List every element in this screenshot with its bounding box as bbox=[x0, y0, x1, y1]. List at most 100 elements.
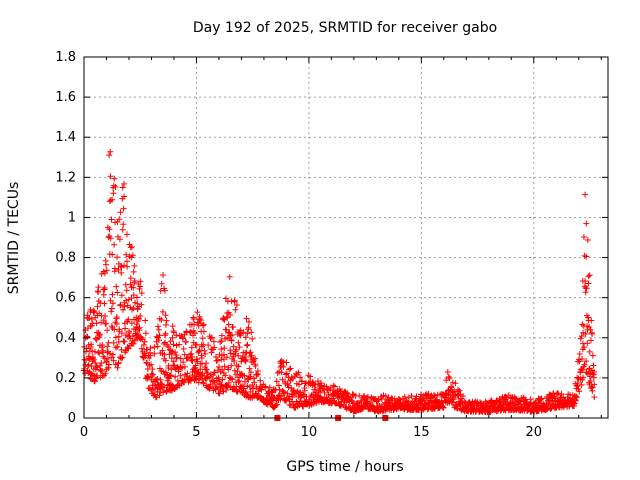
data-point bbox=[241, 357, 248, 364]
data-point bbox=[250, 375, 257, 382]
data-point bbox=[572, 397, 579, 404]
data-point bbox=[276, 392, 283, 399]
data-point bbox=[125, 345, 132, 352]
data-point bbox=[90, 356, 97, 363]
data-point bbox=[92, 348, 99, 355]
data-point bbox=[124, 258, 130, 265]
data-point bbox=[128, 320, 135, 327]
data-point bbox=[357, 397, 364, 404]
data-point bbox=[151, 350, 158, 357]
data-point bbox=[281, 389, 288, 396]
data-point bbox=[180, 345, 187, 352]
data-point bbox=[589, 352, 596, 359]
data-point bbox=[230, 343, 237, 350]
data-point bbox=[104, 355, 111, 362]
data-point bbox=[141, 338, 148, 345]
plot-border bbox=[83, 56, 609, 419]
data-point bbox=[170, 358, 177, 365]
data-point bbox=[229, 376, 236, 383]
data-point bbox=[202, 350, 209, 357]
data-point bbox=[579, 366, 586, 373]
data-point bbox=[101, 285, 108, 292]
data-point bbox=[173, 352, 180, 359]
data-point bbox=[91, 308, 98, 315]
data-point bbox=[119, 226, 126, 233]
data-point bbox=[112, 334, 119, 341]
data-point bbox=[274, 370, 281, 377]
data-point bbox=[591, 369, 598, 376]
data-point bbox=[348, 394, 355, 401]
data-point bbox=[120, 338, 127, 345]
data-point bbox=[117, 301, 124, 308]
data-point bbox=[133, 294, 140, 301]
data-point bbox=[591, 394, 598, 401]
data-point bbox=[211, 369, 218, 376]
data-point bbox=[229, 331, 236, 338]
data-point bbox=[440, 404, 447, 411]
data-point bbox=[107, 235, 114, 242]
data-point bbox=[97, 300, 104, 307]
data-point bbox=[445, 373, 452, 380]
data-point bbox=[585, 280, 592, 287]
data-point bbox=[199, 335, 206, 342]
data-point bbox=[94, 288, 101, 295]
data-point bbox=[589, 387, 596, 394]
data-point bbox=[170, 341, 177, 348]
data-point bbox=[586, 272, 593, 279]
x-tick-label: 20 bbox=[526, 425, 543, 440]
data-point bbox=[131, 277, 138, 284]
data-point bbox=[165, 365, 172, 372]
data-point bbox=[167, 372, 174, 379]
data-point bbox=[245, 324, 252, 331]
data-point bbox=[119, 354, 126, 361]
data-point bbox=[113, 315, 120, 322]
data-point bbox=[92, 359, 99, 366]
data-point bbox=[169, 323, 176, 330]
data-point bbox=[203, 375, 210, 382]
data-point bbox=[196, 316, 203, 323]
data-point bbox=[110, 357, 117, 364]
data-point bbox=[116, 326, 123, 333]
data-point bbox=[127, 281, 134, 288]
data-point bbox=[225, 366, 232, 373]
data-point bbox=[275, 382, 282, 389]
data-point bbox=[255, 370, 262, 377]
data-point bbox=[97, 362, 104, 369]
data-point bbox=[162, 357, 169, 364]
data-point bbox=[582, 289, 589, 296]
data-point bbox=[90, 309, 97, 316]
data-point bbox=[189, 357, 196, 364]
data-point bbox=[84, 333, 91, 340]
data-point bbox=[203, 360, 210, 367]
data-point bbox=[583, 220, 590, 227]
data-point bbox=[230, 323, 237, 330]
data-point bbox=[225, 379, 232, 386]
data-point bbox=[211, 344, 218, 351]
data-point bbox=[581, 344, 588, 351]
data-point bbox=[233, 301, 240, 308]
data-point bbox=[228, 298, 235, 305]
data-point bbox=[245, 318, 252, 325]
data-point bbox=[227, 375, 234, 382]
data-point bbox=[200, 321, 207, 328]
data-point bbox=[168, 372, 175, 379]
data-point bbox=[219, 366, 226, 373]
data-point bbox=[123, 287, 130, 294]
data-point bbox=[190, 316, 197, 323]
data-point bbox=[210, 338, 217, 345]
data-point bbox=[197, 366, 204, 373]
data-point bbox=[147, 345, 154, 352]
data-point bbox=[100, 317, 107, 324]
data-point bbox=[110, 190, 117, 197]
data-point bbox=[364, 393, 371, 400]
data-point bbox=[535, 408, 542, 415]
data-point bbox=[130, 340, 137, 347]
data-point bbox=[121, 193, 128, 200]
data-point bbox=[88, 341, 95, 348]
data-point bbox=[208, 349, 215, 356]
data-point bbox=[192, 362, 199, 369]
data-point bbox=[96, 350, 103, 357]
data-point bbox=[235, 363, 242, 370]
data-point bbox=[129, 306, 136, 313]
data-point bbox=[236, 377, 243, 384]
